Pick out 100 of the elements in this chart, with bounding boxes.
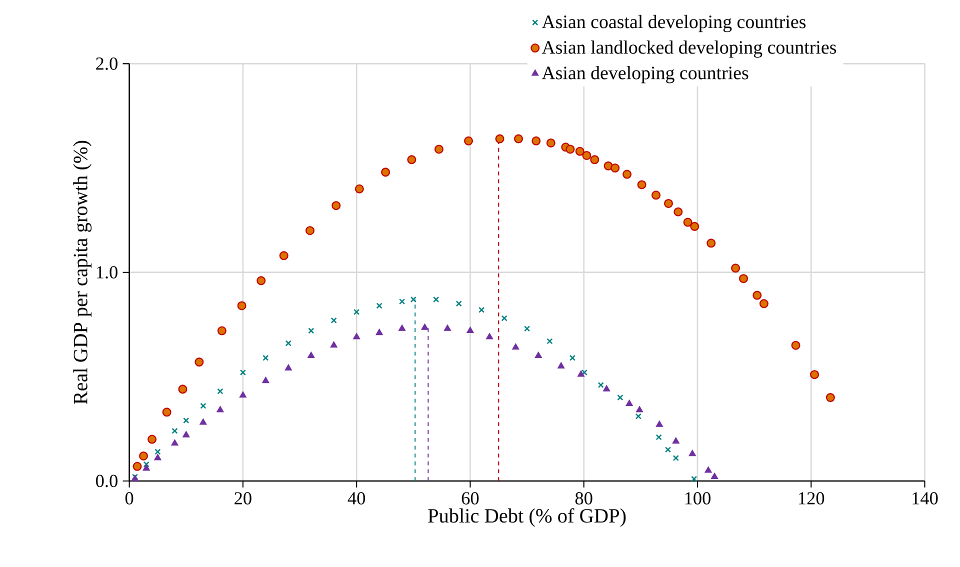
legend-label: Asian coastal developing countries (542, 14, 806, 32)
point (172, 428, 178, 434)
x-tick-label: 20 (234, 492, 252, 504)
point (330, 341, 338, 348)
point (200, 418, 207, 425)
point (240, 369, 246, 376)
point (194, 357, 204, 366)
x-tick-label: 40 (348, 492, 366, 504)
point (731, 264, 740, 273)
point (308, 328, 314, 334)
point (284, 364, 292, 370)
point (142, 464, 150, 471)
point (376, 302, 382, 309)
point (381, 168, 390, 177)
point (154, 448, 161, 455)
point (636, 406, 644, 412)
point (514, 134, 524, 144)
point (217, 326, 226, 336)
point (581, 369, 588, 376)
y-tick-label: 1.0 (96, 266, 118, 278)
point (710, 472, 718, 479)
x-axis-title: Public Debt (% of GDP) (428, 508, 626, 527)
point (407, 155, 416, 164)
point (512, 343, 520, 350)
point (464, 136, 474, 146)
point (456, 300, 462, 307)
point (398, 324, 406, 331)
point (434, 144, 444, 154)
point (183, 417, 190, 424)
point (688, 450, 696, 456)
point (664, 198, 674, 208)
point (706, 238, 716, 248)
legend-label: Asian landlocked developing countries (542, 40, 836, 58)
point (752, 290, 762, 300)
x-tick-label: 80 (575, 492, 592, 504)
x-tick-label: 140 (912, 492, 938, 504)
point (656, 420, 664, 427)
point (410, 296, 416, 302)
point (279, 251, 288, 260)
point (738, 274, 748, 284)
point (237, 301, 246, 310)
point (557, 362, 565, 368)
point (330, 317, 337, 324)
point (569, 354, 576, 361)
point (216, 406, 224, 412)
point (635, 413, 642, 420)
point (305, 226, 314, 236)
point (524, 326, 530, 332)
point (610, 163, 620, 172)
point (478, 306, 485, 313)
point (354, 184, 364, 194)
point (162, 408, 172, 417)
point (332, 200, 341, 210)
point (466, 326, 474, 333)
point (826, 392, 835, 402)
point (354, 308, 360, 315)
point (691, 476, 698, 482)
point (704, 466, 712, 473)
point (532, 136, 541, 146)
point (622, 170, 632, 179)
point (171, 439, 178, 446)
point (566, 144, 575, 154)
y-tick-label: 0.0 (96, 474, 118, 488)
point (154, 454, 162, 460)
point (664, 446, 671, 453)
point (421, 323, 428, 330)
point (200, 402, 206, 409)
point (656, 434, 662, 440)
point (651, 190, 661, 200)
x-tick-label: 120 (799, 492, 824, 504)
point (495, 134, 504, 144)
point (486, 332, 494, 340)
point (148, 434, 157, 444)
point (683, 218, 692, 227)
point (575, 146, 584, 156)
point (674, 207, 683, 216)
point (352, 332, 360, 340)
point (239, 391, 247, 398)
point (582, 150, 592, 160)
point (433, 296, 440, 302)
point (139, 451, 148, 460)
point (546, 338, 553, 344)
x-tick-label: 60 (462, 492, 479, 504)
point (307, 352, 315, 358)
x-tick-label: 0 (125, 492, 134, 504)
point (590, 155, 600, 164)
point (262, 354, 269, 361)
y-tick-label: 2.0 (96, 57, 118, 70)
point (626, 400, 633, 406)
point (577, 370, 585, 377)
point (602, 384, 610, 392)
point (546, 138, 556, 148)
point (262, 376, 270, 383)
point (182, 430, 190, 438)
y-axis-title: Real GDP per capita growth (%) (73, 140, 92, 404)
point (376, 328, 383, 335)
point (617, 394, 624, 400)
point (178, 384, 188, 394)
point (143, 461, 150, 468)
point (217, 388, 224, 394)
